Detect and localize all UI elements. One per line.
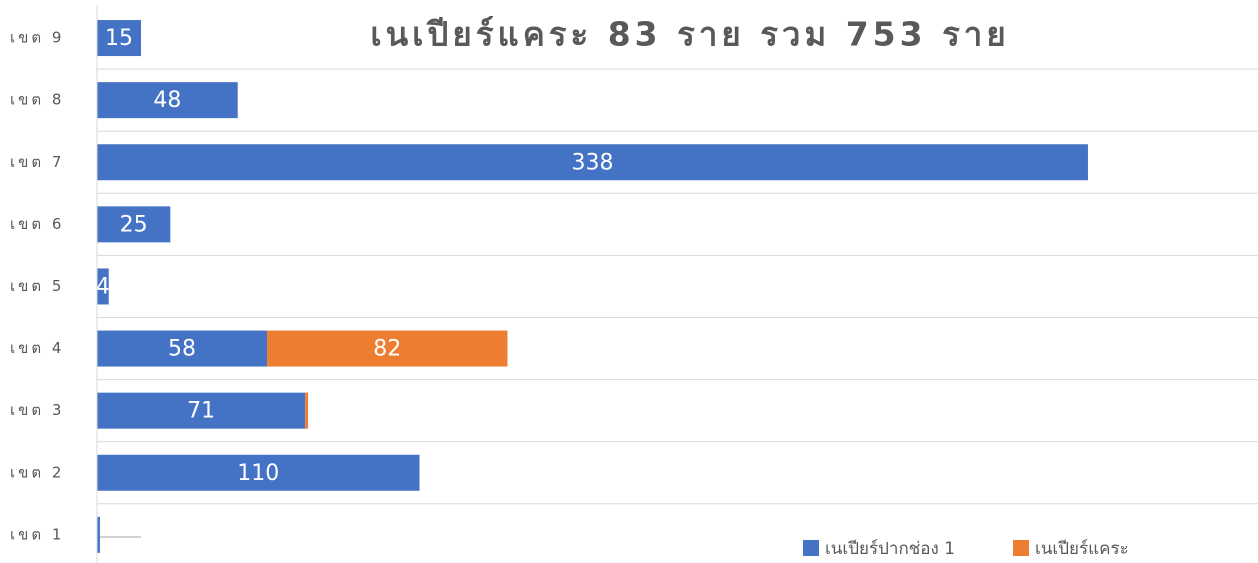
bar — [97, 392, 306, 429]
bar — [97, 20, 141, 57]
bar — [97, 454, 420, 491]
y-tick-label: เขต 5 — [10, 277, 64, 295]
y-tick-label: เขต 1 — [10, 525, 64, 543]
data-label: 48 — [153, 88, 181, 113]
data-label: 110 — [237, 461, 279, 486]
legend-swatch — [1013, 540, 1029, 556]
bar — [97, 516, 100, 553]
bar — [305, 392, 309, 429]
legend-label: เนเปียร์แคระ — [1035, 539, 1129, 559]
bar — [97, 268, 109, 305]
data-label: 58 — [168, 337, 196, 362]
y-tick-label: เขต 8 — [10, 91, 64, 109]
legend-label: เนเปียร์ปากช่อง 1 — [825, 539, 955, 559]
data-label: 82 — [373, 337, 401, 362]
bar — [97, 144, 1088, 181]
y-tick-label: เขต 6 — [10, 215, 64, 233]
y-tick-label: เขต 2 — [10, 463, 64, 481]
data-label: 71 — [187, 399, 215, 424]
y-tick-label: เขต 9 — [10, 29, 64, 47]
data-label: 15 — [105, 26, 133, 51]
data-label: 4 — [96, 274, 110, 299]
data-label: 338 — [571, 150, 613, 175]
y-tick-label: เขต 3 — [10, 401, 64, 419]
y-tick-label: เขต 7 — [10, 153, 64, 171]
y-tick-label: เขต 4 — [10, 339, 64, 357]
bar — [97, 206, 171, 243]
legend-swatch — [803, 540, 819, 556]
data-label: 25 — [120, 212, 148, 237]
chart-title: เนเปียร์แคระ 83 ราย รวม 753 ราย — [370, 15, 1009, 54]
bar — [97, 82, 238, 119]
bar — [97, 330, 268, 367]
bar — [267, 330, 508, 367]
